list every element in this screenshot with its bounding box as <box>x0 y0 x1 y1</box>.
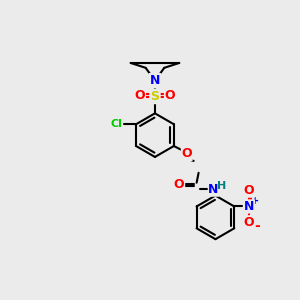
Text: O: O <box>182 148 192 160</box>
Text: N: N <box>208 183 219 196</box>
Text: Cl: Cl <box>110 119 122 129</box>
Text: H: H <box>217 181 226 191</box>
Text: O: O <box>135 89 146 102</box>
Text: -: - <box>254 219 260 233</box>
Text: +: + <box>251 196 259 206</box>
Text: N: N <box>244 200 254 213</box>
Text: O: O <box>164 89 175 102</box>
Text: O: O <box>244 216 254 229</box>
Text: O: O <box>173 178 184 191</box>
Text: N: N <box>150 74 160 87</box>
Text: S: S <box>151 90 160 103</box>
Text: O: O <box>244 184 254 197</box>
